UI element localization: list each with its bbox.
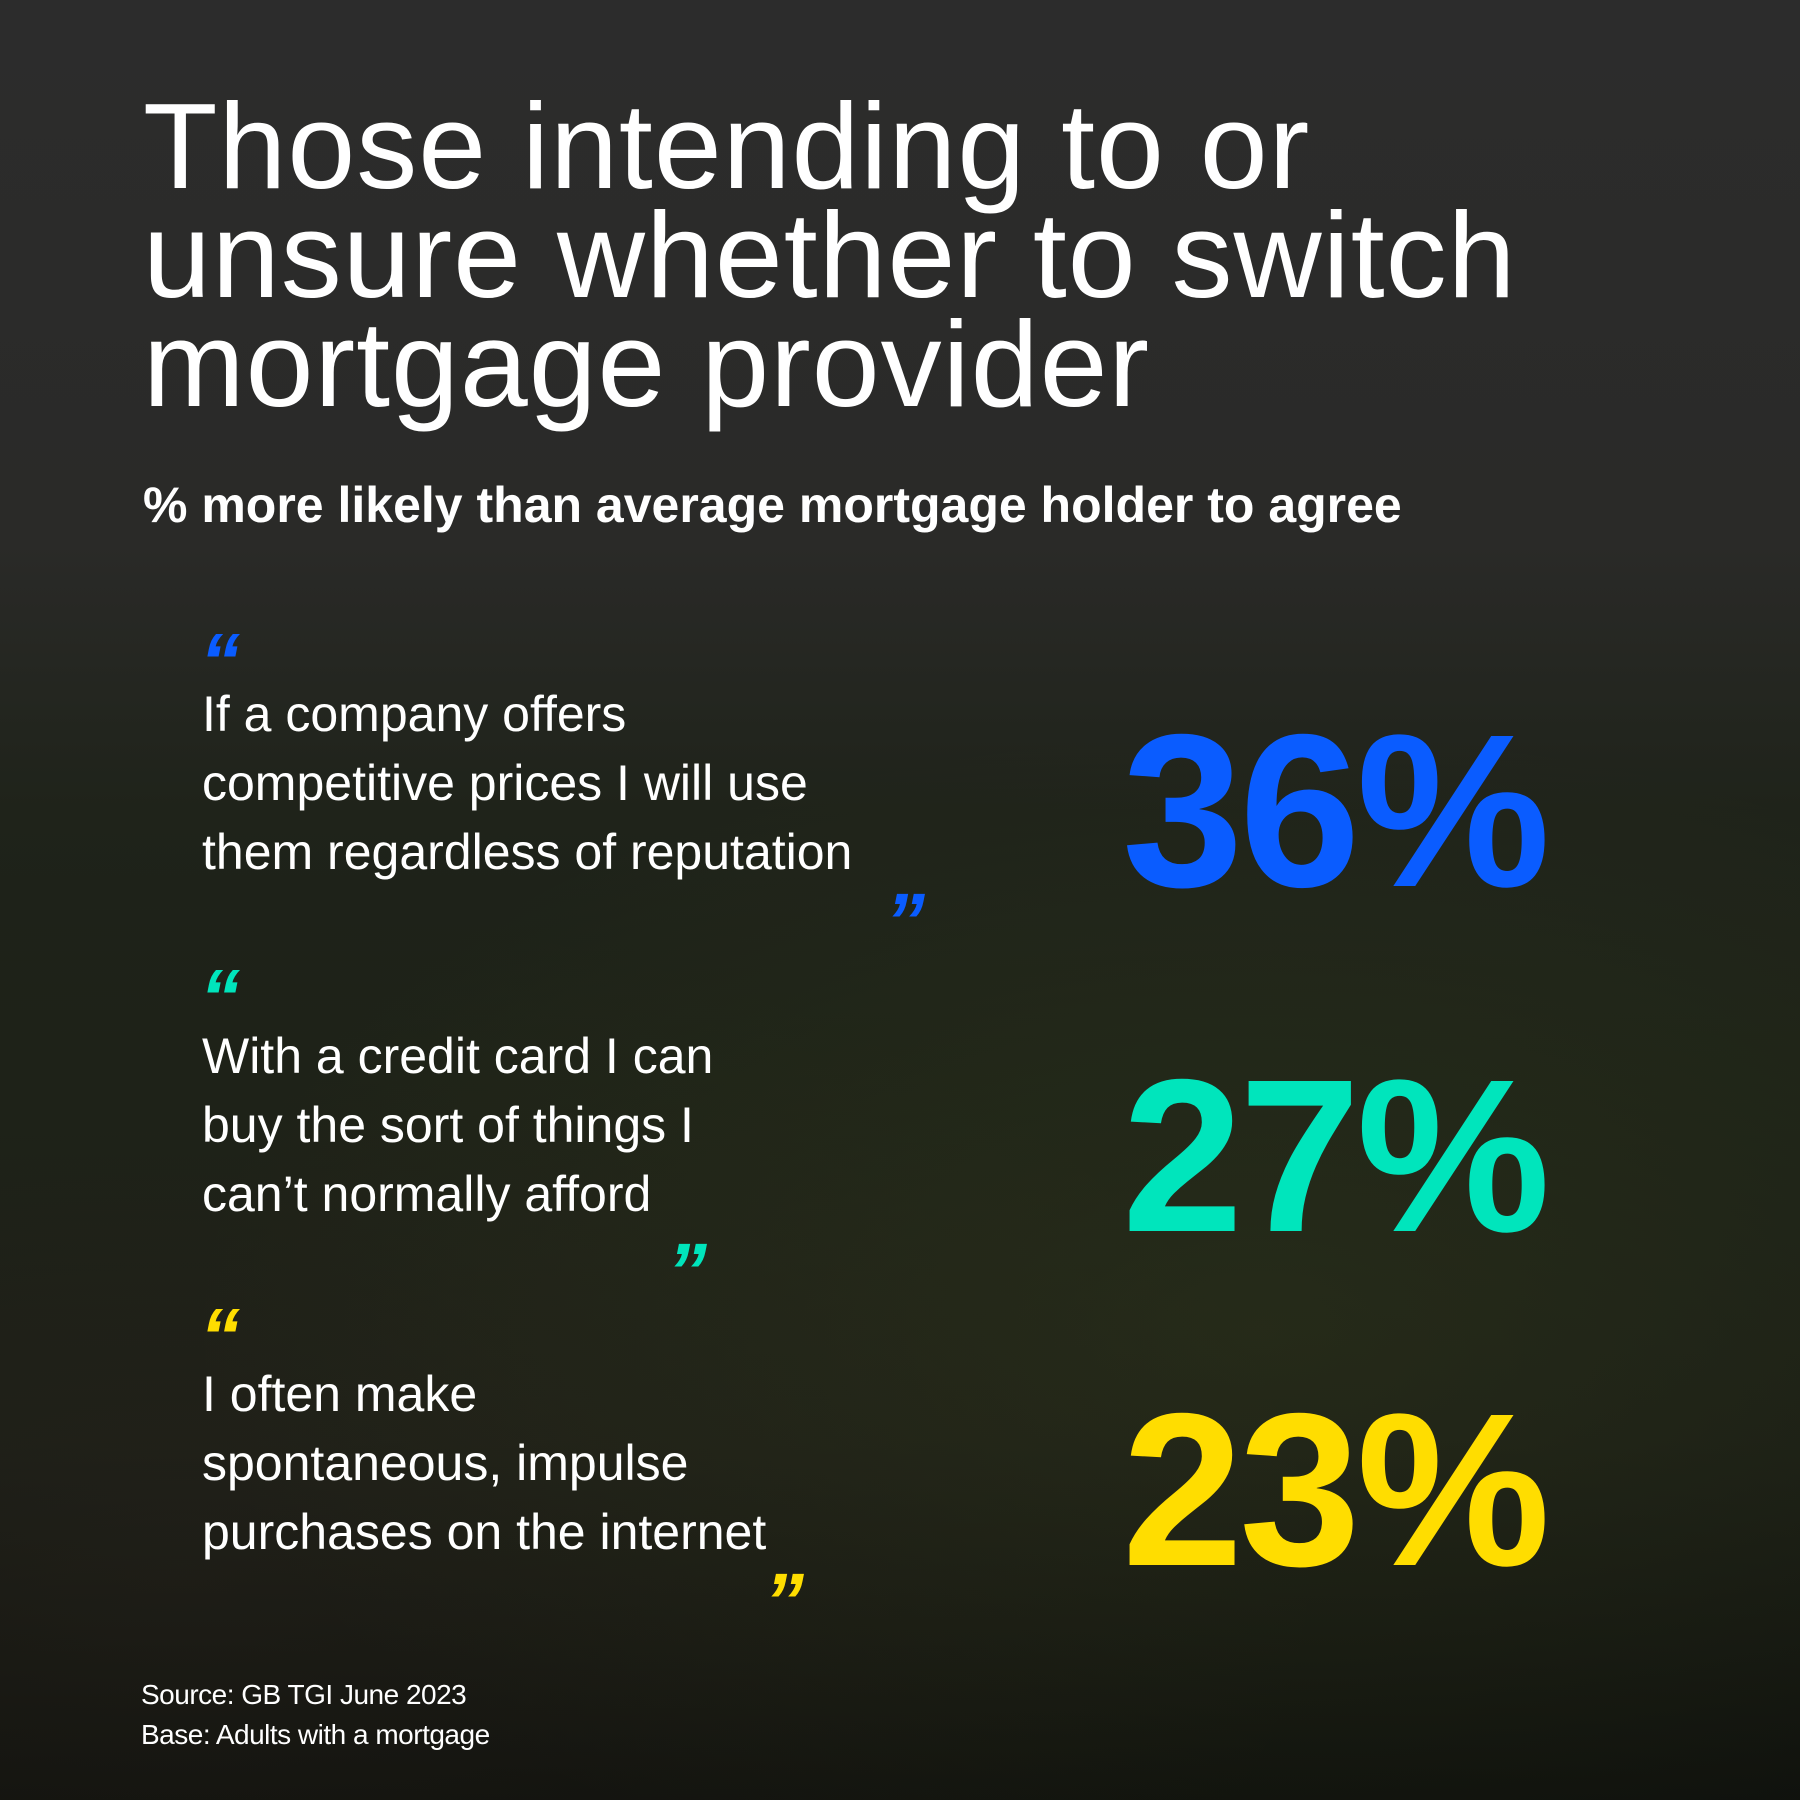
title-line: Those intending to or <box>143 78 1311 214</box>
close-quote-icon: ” <box>667 1227 707 1316</box>
title-line: unsure whether to switch <box>143 187 1517 323</box>
statement-line: spontaneous, impulse <box>202 1435 689 1491</box>
open-quote-icon: “ <box>200 1292 240 1381</box>
stat-value-2: 27% <box>1122 1035 1550 1278</box>
statement-line: buy the sort of things I <box>202 1097 694 1153</box>
base-text: Base: Adults with a mortgage <box>141 1719 490 1750</box>
open-quote-icon: “ <box>200 617 240 706</box>
close-quote-icon: ” <box>764 1557 804 1646</box>
statement-2: With a credit card I can buy the sort of… <box>202 1022 713 1229</box>
source-note: Source: GB TGI June 2023 Base: Adults wi… <box>141 1675 490 1755</box>
statement-line: purchases on the internet <box>202 1504 767 1560</box>
statement-line: competitive prices I will use <box>202 755 808 811</box>
subtitle: % more likely than average mortgage hold… <box>143 477 1402 533</box>
statement-line: If a company offers <box>202 686 627 742</box>
statement-line: can’t normally afford <box>202 1166 652 1222</box>
stat-value-1: 36% <box>1122 690 1550 933</box>
statement-1: If a company offers competitive prices I… <box>202 680 852 887</box>
background-photo-houses <box>0 620 1800 1800</box>
statement-line: them regardless of reputation <box>202 824 853 880</box>
source-text: Source: GB TGI June 2023 <box>141 1679 467 1710</box>
statement-line: With a credit card I can <box>202 1028 714 1084</box>
page-title: Those intending to or unsure whether to … <box>143 78 1517 432</box>
close-quote-icon: ” <box>885 877 925 966</box>
open-quote-icon: “ <box>200 953 240 1042</box>
title-line: mortgage provider <box>143 296 1151 432</box>
statement-3: I often make spontaneous, impulse purcha… <box>202 1360 766 1567</box>
stat-value-3: 23% <box>1122 1369 1550 1612</box>
statement-line: I often make <box>202 1366 478 1422</box>
